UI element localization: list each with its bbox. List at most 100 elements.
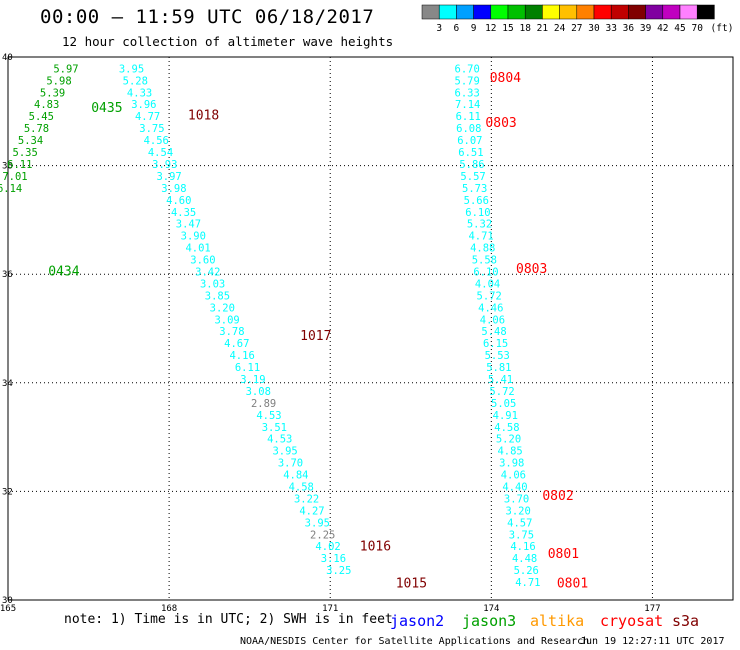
swh-value: 5.20 xyxy=(496,434,521,446)
swh-value: 5.66 xyxy=(464,195,489,207)
pass-time-label: 0801 xyxy=(557,577,588,592)
lat-tick-label: 32 xyxy=(2,487,13,497)
colorbar-label: 30 xyxy=(588,23,600,34)
colorbar-label: 12 xyxy=(485,23,496,34)
swh-value: 6.10 xyxy=(473,266,498,278)
legend-jason2: jason2 xyxy=(390,612,445,630)
swh-value: 3.20 xyxy=(506,505,531,517)
swh-value: 5.26 xyxy=(514,565,539,577)
swh-value: 5.86 xyxy=(459,159,484,171)
swh-value: 4.85 xyxy=(497,446,522,458)
swh-value: 4.67 xyxy=(224,338,249,350)
colorbar-label: 15 xyxy=(502,23,513,34)
swh-value: 4.77 xyxy=(135,111,160,123)
swh-colorbar: 3 6 9 12 15 18 21 24 27 30 33 36 39 42 45 70 (ft) xyxy=(421,4,734,34)
swh-value: 3.75 xyxy=(139,123,164,135)
legend-s3a: s3a xyxy=(672,612,700,630)
swh-value: 4.84 xyxy=(283,470,308,482)
lon-tick-label: 174 xyxy=(483,604,499,612)
swh-value: 6.33 xyxy=(455,87,480,99)
swh-value: 3.85 xyxy=(205,290,230,302)
colorbar-label: 21 xyxy=(537,23,549,34)
map-plot: 165 168 171 174 1773032343638405.975.985.394… xyxy=(0,53,734,612)
colorbar-label: 9 xyxy=(471,23,477,34)
swh-value: 5.48 xyxy=(481,326,506,338)
swh-value: 5.41 xyxy=(488,374,513,386)
swh-value: 6.07 xyxy=(457,135,482,147)
swh-value: 4.53 xyxy=(256,410,281,422)
swh-value: 4.46 xyxy=(478,302,503,314)
swh-value: 3.98 xyxy=(161,183,186,195)
swh-value: 4.58 xyxy=(494,422,519,434)
swh-value: 3.16 xyxy=(321,553,346,565)
colorbar-label: 70 xyxy=(691,23,703,34)
pass-time-label: 0435 xyxy=(91,101,122,116)
swh-value: 4.88 xyxy=(470,243,495,255)
colorbar-label: 24 xyxy=(554,23,566,34)
swh-value: 6.51 xyxy=(458,147,483,159)
pass-time-label: 0803 xyxy=(485,116,516,131)
pass-time-label: 0802 xyxy=(542,489,573,504)
swh-value: 5.98 xyxy=(46,75,71,87)
colorbar-label: 3 xyxy=(436,23,442,34)
colorbar-swatch xyxy=(696,4,715,20)
swh-value: 3.51 xyxy=(262,422,287,434)
swh-value: 6.08 xyxy=(456,123,481,135)
swh-value: 4.04 xyxy=(475,278,500,290)
swh-value: 3.78 xyxy=(219,326,244,338)
swh-value: 6.15 xyxy=(483,338,508,350)
swh-value: 4.16 xyxy=(229,350,254,362)
lat-tick-label: 36 xyxy=(2,270,13,280)
swh-value: 4.56 xyxy=(144,135,169,147)
colorbar-label: 33 xyxy=(605,23,616,34)
swh-value: 3.09 xyxy=(214,314,239,326)
generation-timestamp: Jun 19 12:27:11 UTC 2017 xyxy=(580,636,725,647)
swh-value: 4.83 xyxy=(34,99,59,111)
swh-value: 4.06 xyxy=(480,314,505,326)
colorbar-label: 42 xyxy=(657,23,668,34)
swh-value: 4.54 xyxy=(148,147,173,159)
swh-value: 3.90 xyxy=(181,231,206,243)
swh-value: 5.58 xyxy=(472,255,497,267)
swh-value: 5.78 xyxy=(24,123,49,135)
pass-time-label: 1015 xyxy=(396,577,427,592)
footnote: note: 1) Time is in UTC; 2) SWH is in fe… xyxy=(64,612,393,627)
pass-time-label: 1017 xyxy=(300,329,331,344)
swh-value: 5.72 xyxy=(489,386,514,398)
page-subtitle: 12 hour collection of altimeter wave hei… xyxy=(62,34,394,49)
colorbar-label: 36 xyxy=(623,23,635,34)
swh-value: 3.60 xyxy=(190,255,215,267)
map-frame xyxy=(7,56,734,601)
pass-time-label: 1018 xyxy=(188,109,219,124)
swh-value: 2.89 xyxy=(251,398,276,410)
swh-value: 4.35 xyxy=(171,207,196,219)
swh-value: 3.42 xyxy=(195,266,220,278)
swh-value: 4.02 xyxy=(315,541,340,553)
swh-value: 4.16 xyxy=(510,541,535,553)
pass-time-label: 0434 xyxy=(48,264,79,279)
swh-value: 5.35 xyxy=(13,147,38,159)
pass-time-label: 0801 xyxy=(548,547,579,562)
page-title: 00:00 – 11:59 UTC 06/18/2017 xyxy=(40,6,375,28)
swh-value: 3.96 xyxy=(131,99,156,111)
colorbar-unit: (ft) xyxy=(711,23,734,34)
swh-value: 4.60 xyxy=(166,195,191,207)
swh-value: 6.70 xyxy=(455,63,480,75)
legend-cryosat: cryosat xyxy=(600,612,664,630)
swh-value: 4.58 xyxy=(289,482,314,494)
swh-value: 3.47 xyxy=(176,219,201,231)
swh-value: 3.95 xyxy=(119,63,144,75)
colorbar-label: 18 xyxy=(519,23,531,34)
swh-value: 4.40 xyxy=(502,482,527,494)
swh-value: 7.14 xyxy=(455,99,480,111)
swh-value: 4.01 xyxy=(185,243,210,255)
swh-value: 7.01 xyxy=(2,171,27,183)
swh-value: 4.71 xyxy=(515,577,540,589)
swh-value: 5.28 xyxy=(123,75,148,87)
swh-value: 6.11 xyxy=(235,362,260,374)
swh-value: 5.34 xyxy=(18,135,43,147)
swh-value: 3.98 xyxy=(499,458,524,470)
swh-value: 3.70 xyxy=(278,458,303,470)
swh-value: 5.32 xyxy=(467,219,492,231)
